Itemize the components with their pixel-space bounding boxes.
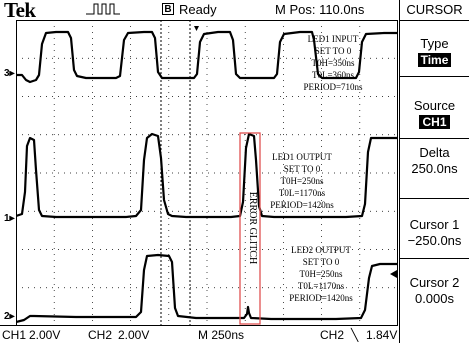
ch2-label: CH2	[88, 328, 113, 342]
ch1-ground-marker: 1▸	[4, 213, 15, 224]
annotation-line: T0L=1170ns	[279, 188, 326, 198]
cursor-1-label: Cursor 1	[409, 217, 460, 232]
waveform-traces	[16, 30, 397, 324]
annotation-line: T0H=250ns	[299, 269, 343, 279]
trigger-pulse-icon	[86, 3, 120, 15]
cursor-type-label: Type	[420, 36, 449, 51]
annotation-line: T0L=360ns	[312, 70, 355, 80]
annotation-line: PERIOD=1420ns	[289, 293, 353, 303]
cursor-source-label: Source	[413, 98, 456, 113]
acquisition-state-box: B	[162, 3, 174, 15]
trigger-slope-icon: ╲	[351, 328, 359, 342]
channel-readout-bar: CH1 2.00V CH2 2.00V M 250ns CH2 ╲ 1.84V	[0, 325, 398, 344]
cursor-type-value: Time	[417, 53, 452, 67]
trigger-position-marker	[194, 26, 199, 31]
cursor-1-value: −250.0ns	[407, 233, 462, 248]
ch2-ground-marker: 2▸	[4, 311, 15, 322]
trace-ch3	[16, 30, 397, 84]
cursor-2-button[interactable]: Cursor 2 0.000s	[400, 258, 469, 343]
error-glitch-label: ERROR GLITCH	[247, 192, 258, 265]
trace-ch1	[16, 132, 397, 219]
annotation-line: PERIOD=1420ns	[270, 200, 334, 210]
trigger-level-marker	[390, 270, 397, 278]
delta-value: 250.0ns	[411, 161, 458, 176]
acquisition-state: Ready	[179, 2, 217, 17]
annotation-line: LED2 OUTPUT	[291, 245, 351, 255]
annotation-line: T0H=350ns	[311, 58, 355, 68]
cursor-source-button[interactable]: Source CH1	[400, 76, 469, 138]
ch1-label: CH1	[2, 328, 27, 342]
annotation-line: SET TO 0	[284, 164, 321, 174]
menu-title: CURSOR	[406, 2, 463, 17]
annotation-line: SET TO 0	[303, 257, 340, 267]
cursor-source-value: CH1	[419, 115, 450, 129]
cursor-2-value: 0.000s	[414, 291, 455, 306]
trigger-level: 1.84V	[366, 328, 398, 342]
led2-output-note: LED2 OUTPUT SET TO 0 T0H=250ns T0L=1170ns PE…	[289, 245, 353, 303]
annotation-line: T0H=250ns	[280, 176, 324, 186]
graticule-grid	[16, 20, 398, 326]
trace-ch2	[16, 253, 397, 324]
annotation-line: T0L=1170ns	[298, 281, 345, 291]
cursor-type-button[interactable]: Type Time	[400, 20, 469, 76]
annotation-line: LED1 OUTPUT	[272, 152, 332, 162]
ch2-scale: 2.00V	[118, 328, 150, 342]
error-glitch-highlight	[239, 132, 261, 325]
led1-input-note: LED1 INPUT SET TO 0 T0H=350ns T0L=360ns PERI…	[303, 34, 363, 92]
annotation-line: LED1 INPUT	[308, 34, 359, 44]
delta-readout: Delta 250.0ns	[400, 138, 469, 198]
annotation-line: SET TO 0	[315, 46, 352, 56]
horizontal-position: M Pos: 110.0ns	[275, 2, 365, 17]
cursor-1-button[interactable]: Cursor 1 −250.0ns	[400, 198, 469, 258]
annotation-line: PERIOD=710ns	[303, 82, 363, 92]
cursor-2-label: Cursor 2	[409, 275, 460, 290]
led1-output-note: LED1 OUTPUT SET TO 0 T0H=250ns T0L=1170ns PE…	[270, 152, 334, 210]
delta-label: Delta	[419, 145, 450, 160]
status-bar: Tek B Ready M Pos: 110.0ns	[0, 0, 398, 22]
waveform-display: ERROR GLITCH LED1 INPUT SET TO 0 T0H=350ns…	[16, 20, 398, 326]
ch1-scale: 2.00V	[29, 328, 61, 342]
trigger-source: CH2	[320, 328, 345, 342]
timebase: M 250ns	[198, 328, 245, 342]
brand-logo: Tek	[4, 0, 36, 22]
ch3-ground-marker: 3▸	[4, 68, 15, 79]
cursor-menu: CURSOR Type Time Source CH1 Delta 250.0n…	[399, 0, 469, 343]
